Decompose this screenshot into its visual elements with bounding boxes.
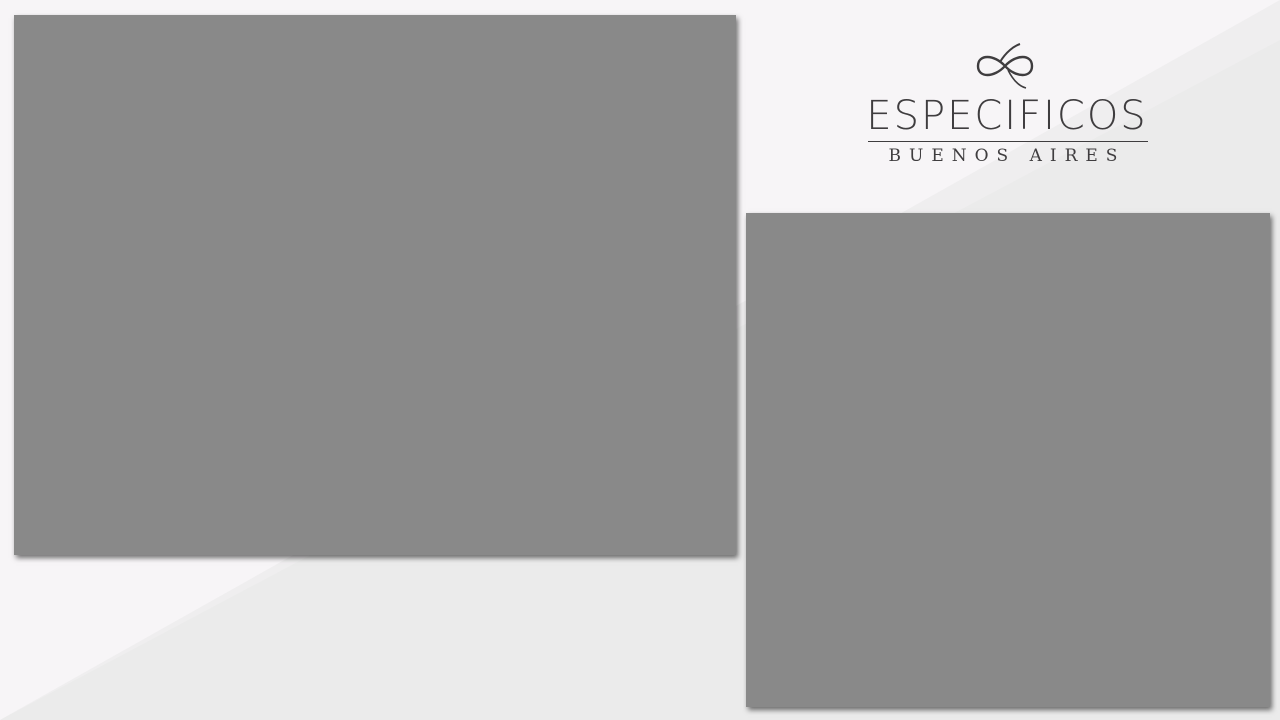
brand-logo: ESPECIFICOS BUENOS AIRES [860, 40, 1154, 170]
side-video-panel[interactable] [746, 213, 1270, 707]
logo-wordmark: ESPECIFICOS [866, 93, 1148, 139]
main-video-panel[interactable] [14, 15, 736, 555]
infinity-flourish-icon [976, 43, 1034, 89]
logo-divider [868, 141, 1148, 142]
logo-subtitle: BUENOS AIRES [888, 146, 1126, 166]
